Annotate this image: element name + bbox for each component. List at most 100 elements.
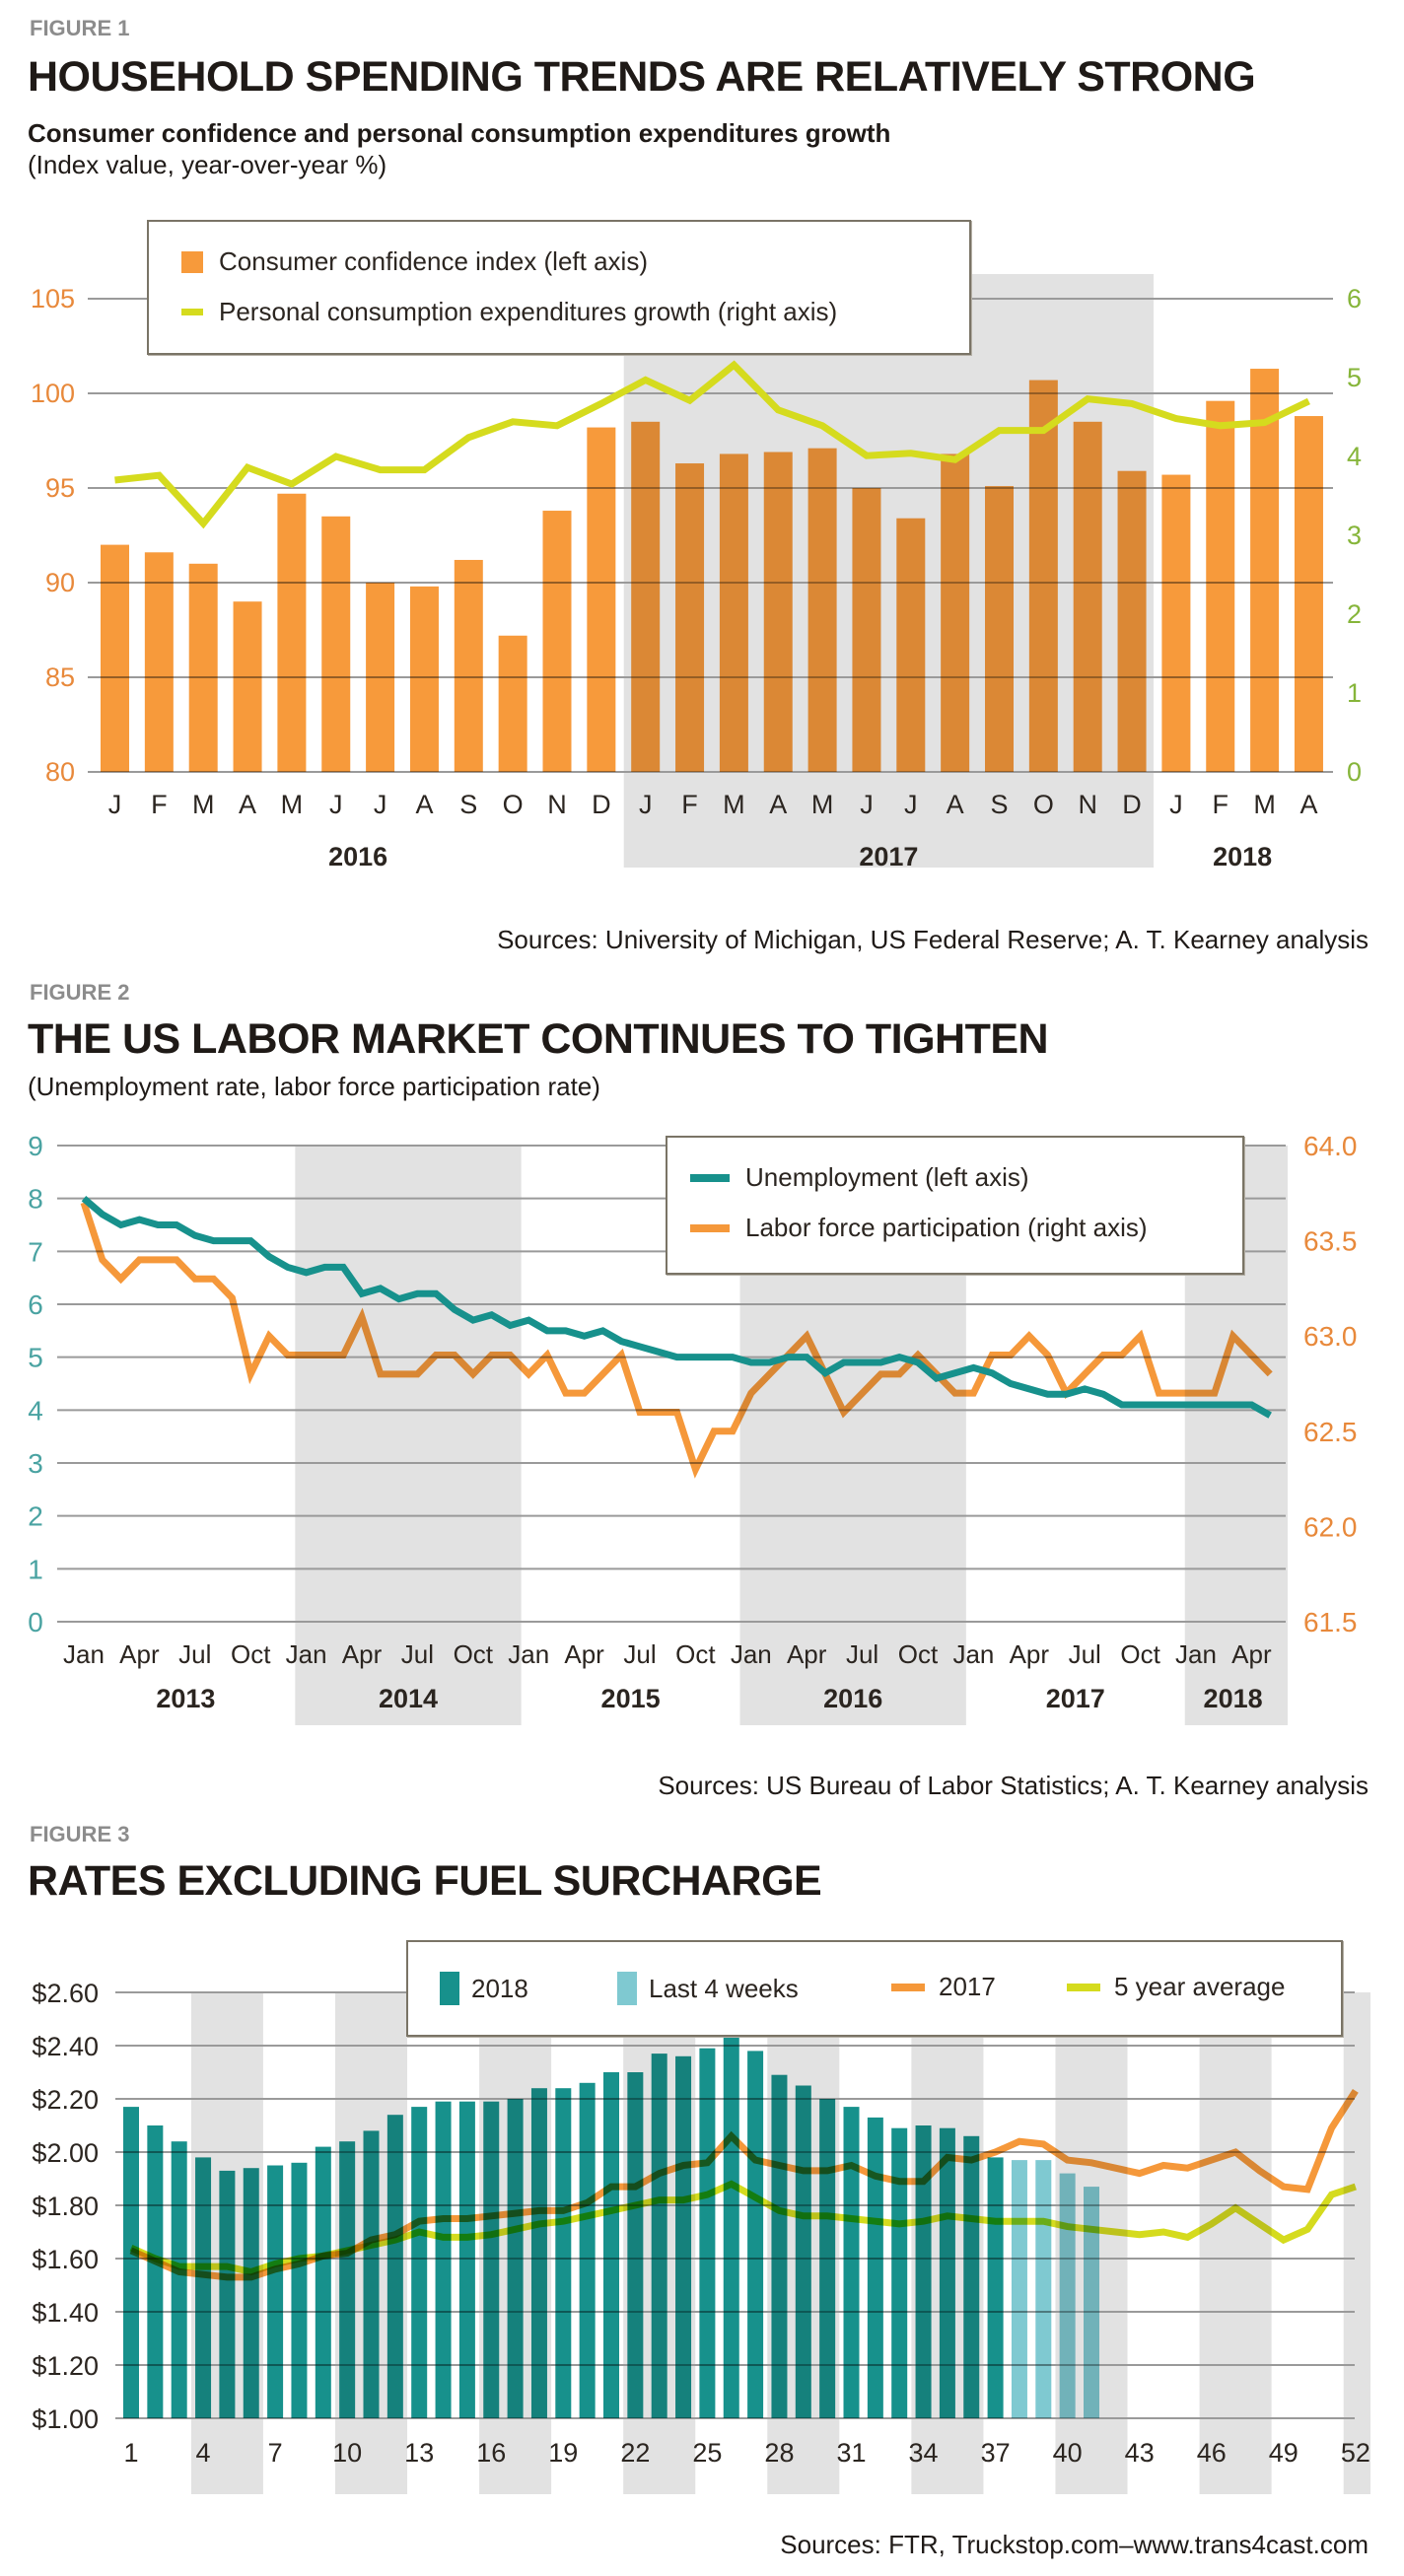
left-axis-tick-label: 0: [28, 1607, 43, 1637]
x-tick-label: 49: [1269, 2438, 1299, 2468]
x-tick-label: M: [1253, 790, 1276, 819]
bar-consumer-confidence: [852, 488, 881, 772]
x-tick-label: M: [192, 790, 215, 819]
x-tick-label: Jul: [846, 1639, 878, 1669]
x-tick-label: F: [681, 790, 698, 819]
legend-label: 5 year average: [1114, 1972, 1286, 2001]
year-label: 2016: [823, 1684, 882, 1713]
bar-consumer-confidence: [233, 601, 262, 772]
x-tick-label: Oct: [675, 1639, 716, 1669]
x-tick-label: Jul: [1069, 1639, 1101, 1669]
x-tick-label: Jan: [286, 1639, 327, 1669]
bar-2018: [435, 2101, 452, 2418]
light-teal-square-swatch-icon: [617, 1972, 637, 2005]
bar-2018: [915, 2125, 932, 2418]
bar-last-4-weeks: [1084, 2187, 1099, 2418]
x-tick-label: J: [108, 790, 122, 819]
line-2017: [129, 2089, 1359, 2281]
bar-2018: [603, 2072, 619, 2418]
year-label: 2018: [1204, 1684, 1263, 1713]
bar-consumer-confidence: [454, 559, 483, 772]
x-tick-label: S: [990, 790, 1008, 819]
legend-label: 2018: [471, 1973, 528, 2003]
bar-consumer-confidence: [1294, 416, 1323, 772]
right-axis-tick-label: 61.5: [1303, 1607, 1358, 1637]
left-axis-tick-label: 9: [28, 1131, 43, 1161]
figure2-label: FIGURE 2: [30, 980, 130, 1005]
legend-item-unemployment: Unemployment (left axis): [690, 1162, 1029, 1193]
x-tick-label: 46: [1197, 2438, 1227, 2468]
y-axis-tick-label: $1.60: [32, 2245, 99, 2274]
bar-2018: [795, 2085, 811, 2418]
bar-last-4-weeks: [1035, 2160, 1052, 2418]
left-axis-tick-label: 3: [28, 1448, 43, 1479]
x-tick-label: M: [723, 790, 745, 819]
right-axis-tick-label: 0: [1347, 757, 1362, 787]
x-tick-label: Oct: [454, 1639, 494, 1669]
bar-2018: [243, 2168, 259, 2418]
bar-2018: [747, 2051, 764, 2418]
x-tick-label: O: [1033, 790, 1054, 819]
bar-2018: [219, 2170, 236, 2418]
figure1-label: FIGURE 1: [30, 16, 130, 40]
x-tick-label: 52: [1341, 2438, 1370, 2468]
x-tick-label: J: [1169, 790, 1183, 819]
bar-consumer-confidence: [896, 518, 926, 772]
bar-2018: [555, 2088, 572, 2418]
bar-2018: [627, 2072, 644, 2418]
x-tick-label: 1: [123, 2438, 138, 2468]
year-label: 2017: [859, 842, 918, 871]
bar-consumer-confidence: [1073, 421, 1102, 772]
figure3-label: FIGURE 3: [30, 1822, 130, 1846]
bar-2018: [386, 2115, 403, 2418]
line-unemployment: [81, 1196, 1272, 1419]
left-axis-tick-label: 6: [28, 1289, 43, 1320]
right-axis-tick-label: 62.5: [1303, 1417, 1358, 1447]
x-tick-label: Jan: [63, 1639, 105, 1669]
y-axis-tick-label: $1.00: [32, 2404, 99, 2434]
bar-2018: [123, 2107, 139, 2418]
x-tick-label: Jul: [401, 1639, 434, 1669]
figure1-subtitle: Consumer confidence and personal consump…: [28, 118, 891, 148]
bar-consumer-confidence: [763, 452, 793, 772]
x-tick-label: A: [415, 790, 433, 819]
bar-2018: [339, 2141, 356, 2418]
x-tick-label: N: [547, 790, 567, 819]
right-axis-tick-label: 6: [1347, 284, 1362, 313]
left-axis-tick-label: 5: [28, 1343, 43, 1373]
x-tick-label: Oct: [1120, 1639, 1160, 1669]
x-tick-label: J: [904, 790, 918, 819]
x-tick-label: J: [374, 790, 387, 819]
teal-line-swatch-icon: [690, 1173, 730, 1182]
y-axis-tick-label: $2.00: [32, 2138, 99, 2168]
bar-2018: [771, 2074, 788, 2418]
right-axis-tick-label: 4: [1347, 442, 1362, 471]
bar-consumer-confidence: [1206, 400, 1235, 772]
year-band-2014: [295, 1146, 522, 1725]
left-axis-tick-label: 4: [28, 1395, 43, 1426]
figure2-title: THE US LABOR MARKET CONTINUES TO TIGHTEN: [28, 1015, 1049, 1063]
y-axis-tick-label: $1.80: [32, 2192, 99, 2221]
year-label: 2015: [601, 1684, 661, 1713]
figure3-legend: 2018 Last 4 weeks 2017 5 year average: [406, 1940, 1343, 2037]
x-tick-label: A: [947, 790, 964, 819]
bar-2018: [458, 2101, 475, 2418]
bar-consumer-confidence: [719, 453, 748, 772]
bar-consumer-confidence: [542, 511, 572, 772]
legend-label: 2017: [939, 1972, 996, 2001]
line-pce-growth: [114, 360, 1310, 529]
x-tick-label: D: [1122, 790, 1142, 819]
bar-2018: [530, 2088, 547, 2418]
x-tick-label: 25: [692, 2438, 722, 2468]
figure3-chart: $1.00 $1.20 $1.40 $1.60 $1.80 $2.00 $2.20 $2.40…: [32, 1979, 1370, 2494]
bar-consumer-confidence: [101, 544, 129, 772]
x-tick-label: Apr: [1231, 1639, 1272, 1669]
year-band-2017: [623, 274, 1155, 868]
bar-2018: [819, 2099, 836, 2418]
year-label: 2017: [1046, 1684, 1105, 1713]
week-band: [1199, 1992, 1272, 2494]
orange-square-swatch-icon: [181, 250, 203, 273]
left-axis-tick-label: 85: [45, 662, 75, 692]
bar-consumer-confidence: [188, 563, 218, 772]
x-tick-label: F: [1213, 790, 1229, 819]
